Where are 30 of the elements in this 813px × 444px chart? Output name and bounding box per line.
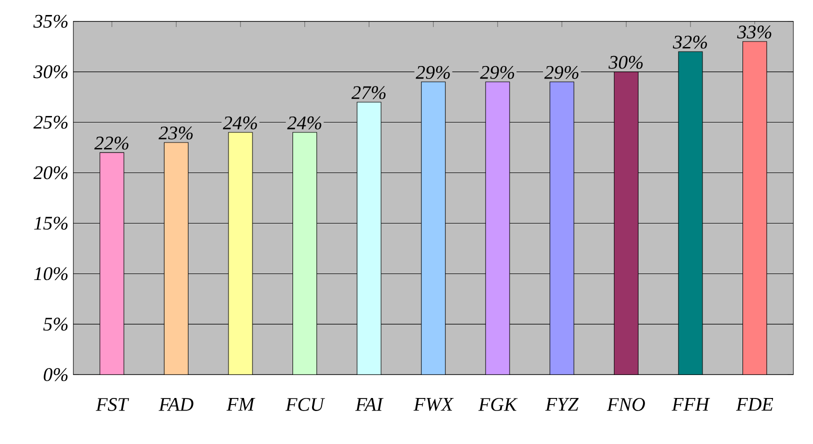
data-label: 24% [287,116,322,130]
data-label: 30% [608,56,643,69]
x-tick-label: FGK [478,398,518,411]
y-tick-label: 25% [33,116,68,129]
x-tick-label: FST [96,398,130,411]
y-tick-label: 30% [33,65,68,78]
x-tick-label: FAD [158,398,194,411]
data-label: 27% [351,86,386,100]
y-tick-label: 10% [34,267,68,280]
data-label: 33% [737,26,772,39]
x-tick-label: FM [226,398,256,411]
x-tick-label: FAI [355,398,384,411]
data-label: 29% [480,66,514,79]
data-label: 24% [222,116,257,130]
y-tick-label: 5% [43,318,68,331]
data-label: 32% [672,36,707,49]
y-tick-label: 20% [33,166,68,180]
data-label: 29% [544,66,578,79]
data-label: 22% [94,136,128,150]
x-tick-label: FWX [414,398,454,411]
x-tick-label: FYZ [545,398,579,411]
y-tick-label: 35% [33,14,68,28]
data-label: 23% [158,126,193,140]
x-tick-label: FDE [736,398,774,411]
x-tick-label: FNO [606,398,645,411]
data-label: 29% [416,66,450,79]
y-tick-label: 15% [34,216,68,230]
y-tick-label: 0% [44,368,68,382]
x-tick-label: FFH [672,398,710,411]
x-tick-label: FCU [285,398,326,411]
